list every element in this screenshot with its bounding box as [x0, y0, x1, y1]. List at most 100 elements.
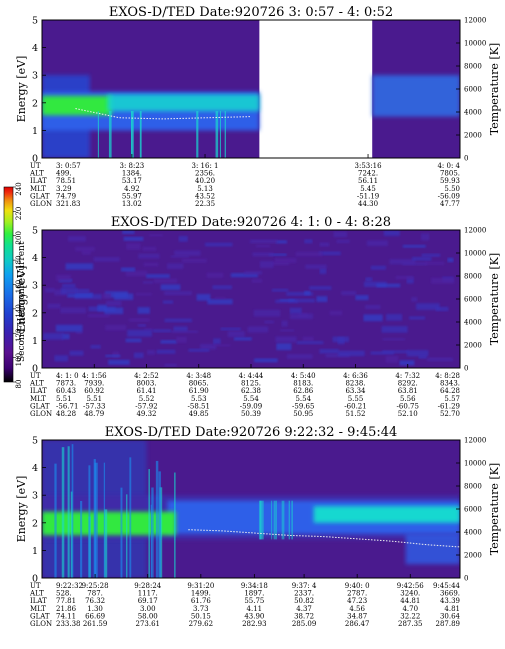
noise-patch — [142, 281, 154, 284]
noise-patch — [204, 242, 233, 247]
noise-patch — [106, 300, 122, 306]
table-cell: 8125. — [241, 380, 261, 388]
noise-patch — [290, 313, 314, 320]
noise-patch — [256, 244, 271, 248]
noise-patch — [152, 329, 172, 333]
table-cell: 8238. — [345, 380, 365, 388]
row-label: GLON — [30, 200, 52, 208]
noise-patch — [230, 273, 258, 278]
noise-patch — [214, 297, 226, 300]
noise-patch — [60, 307, 86, 314]
table-cell: 43.90 — [244, 612, 264, 620]
table-cell: 62.38 — [241, 387, 261, 395]
row-label: GLAT — [30, 192, 50, 200]
streak — [273, 500, 276, 540]
streak — [288, 500, 291, 540]
table-cell: 4.92 — [124, 185, 140, 193]
panel-2: EXOS-D/TED Date:920726 4: 1: 0 - 4: 8:28… — [15, 215, 501, 418]
streak — [140, 111, 142, 158]
noise-patch — [295, 251, 323, 257]
noise-patch — [164, 291, 192, 296]
noise-patch — [416, 303, 440, 310]
streak — [215, 111, 219, 158]
noise-patch — [325, 353, 350, 358]
noise-patch — [105, 324, 127, 331]
streak — [174, 472, 176, 578]
table-cell: 78.51 — [56, 177, 76, 185]
noise-patch — [338, 350, 365, 357]
streak — [158, 471, 161, 578]
table-cell: 9:25:28 — [82, 582, 109, 590]
table-cell: 63.81 — [398, 387, 418, 395]
table-cell: 50.39 — [241, 410, 261, 418]
noise-patch — [213, 338, 221, 345]
table-cell: 4: 0: 4 — [437, 162, 460, 170]
noise-patch — [149, 234, 163, 237]
table-cell: 38.72 — [294, 612, 314, 620]
noise-patch — [420, 233, 430, 241]
table-cell: 273.61 — [136, 620, 161, 628]
noise-patch — [164, 363, 177, 367]
noise-patch — [402, 244, 426, 248]
noise-patch — [62, 283, 76, 288]
row-label: UT — [30, 582, 41, 590]
noise-patch — [212, 285, 232, 290]
y2-tick-label: 10000 — [464, 460, 486, 468]
row-label: MLT — [30, 605, 46, 613]
table-cell: 499. — [56, 170, 72, 178]
table-cell: -60.21 — [344, 402, 366, 410]
table-cell: 528. — [56, 590, 72, 598]
noise-patch — [104, 291, 128, 298]
y-tick-label: 4 — [32, 463, 38, 474]
streak — [259, 500, 263, 540]
table-cell: 49.85 — [189, 410, 209, 418]
y2-axis-label: Temperature [K] — [488, 253, 501, 345]
row-label: ALT — [29, 590, 44, 598]
noise-patch — [406, 276, 414, 284]
colorbar-gradient — [3, 186, 14, 383]
row-label: UT — [30, 162, 41, 170]
y-tick-label: 0 — [32, 364, 38, 375]
streak — [93, 459, 96, 578]
colorbar-tick-label: 160 — [15, 280, 23, 293]
y-tick-label: 3 — [32, 281, 38, 292]
noise-patch — [45, 287, 55, 293]
y2-tick-label: 8000 — [464, 273, 482, 281]
row-label: ILAT — [30, 177, 47, 185]
noise-patch — [188, 348, 210, 352]
streak — [262, 500, 264, 540]
noise-patch — [412, 256, 432, 261]
table-cell: 44.81 — [400, 597, 420, 605]
y2-tick-label: 8000 — [464, 483, 482, 491]
table-cell: 287.89 — [436, 620, 461, 628]
noise-patch — [399, 360, 415, 366]
y2-tick-label: 4000 — [464, 529, 482, 537]
y2-tick-label: 10000 — [464, 250, 486, 258]
row-label: MLT — [30, 395, 46, 403]
noise-patch — [61, 333, 70, 340]
noise-patch — [112, 351, 120, 358]
table-cell: 4: 8:28 — [435, 372, 460, 380]
noise-patch — [143, 262, 159, 267]
table-cell: 7939. — [84, 380, 104, 388]
table-cell: 3.73 — [193, 605, 209, 613]
table-cell: 7242. — [358, 170, 378, 178]
table-cell: 62.86 — [293, 387, 314, 395]
table-cell: 47.23 — [347, 597, 367, 605]
table-cell: 52.10 — [398, 410, 418, 418]
table-cell: 2337. — [294, 590, 314, 598]
table-cell: 56.11 — [358, 177, 378, 185]
table-cell: 4: 5:40 — [291, 372, 316, 380]
noise-patch — [383, 230, 400, 236]
table-cell: 3: 8:23 — [119, 162, 144, 170]
table-cell: 9:45:44 — [433, 582, 461, 590]
row-label: GLON — [30, 620, 52, 628]
table-cell: -56.09 — [438, 192, 460, 200]
table-cell: 8003. — [136, 380, 156, 388]
table-cell: 34.87 — [347, 612, 367, 620]
noise-patch — [220, 327, 241, 331]
y2-tick-label: 4000 — [464, 319, 482, 327]
table-cell: -61.29 — [438, 402, 460, 410]
noise-patch — [275, 299, 299, 303]
table-cell: 1499. — [191, 590, 211, 598]
